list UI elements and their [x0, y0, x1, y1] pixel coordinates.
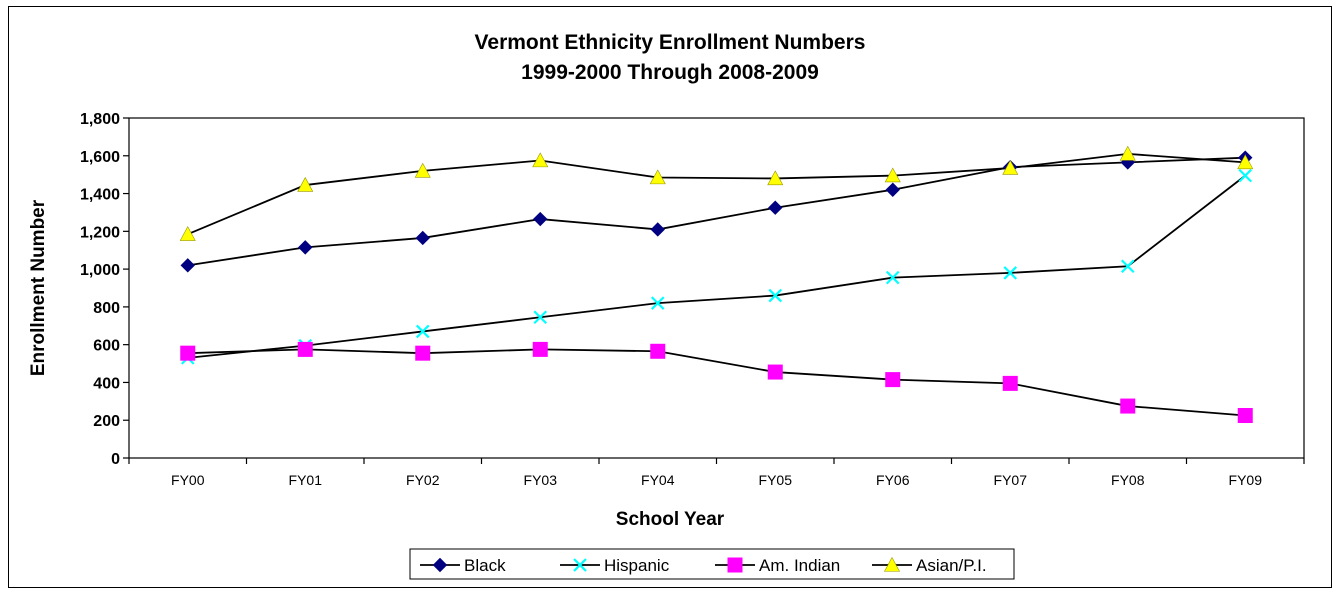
chart-frame: [8, 6, 1332, 588]
data-point-am-indian: [1002, 375, 1018, 391]
data-point-asian-p-i: [1002, 159, 1019, 175]
data-point-hispanic: [533, 310, 548, 325]
data-point-asian-p-i: [532, 152, 549, 168]
y-tick-label: 0: [111, 451, 120, 468]
data-point-asian-p-i: [1119, 145, 1136, 161]
data-point-asian-p-i: [179, 226, 196, 241]
y-tick-label: 1,800: [80, 111, 120, 128]
data-point-am-indian: [767, 364, 783, 380]
data-point-asian-p-i: [884, 167, 901, 183]
x-tick-label: FY07: [994, 472, 1028, 488]
legend-marker-hispanic: [573, 558, 587, 572]
data-point-black: [533, 211, 548, 227]
data-point-black: [885, 182, 900, 197]
x-tick-label: FY03: [524, 472, 558, 488]
x-tick-label: FY09: [1229, 472, 1263, 488]
data-point-am-indian: [415, 345, 431, 361]
data-point-asian-p-i: [297, 176, 314, 192]
data-point-am-indian: [1237, 408, 1253, 423]
x-tick-label: FY00: [171, 472, 205, 488]
y-tick-label: 1,200: [80, 224, 120, 241]
x-tick-label: FY05: [759, 472, 793, 488]
y-tick-label: 800: [93, 300, 120, 317]
data-point-am-indian: [532, 341, 548, 357]
data-point-black: [298, 240, 313, 255]
legend-label-am-indian: Am. Indian: [759, 556, 840, 575]
data-point-hispanic: [1120, 259, 1135, 274]
y-tick-label: 200: [93, 413, 120, 430]
legend-label-asian-p-i: Asian/P.I.: [916, 556, 987, 575]
data-point-hispanic: [1003, 266, 1018, 280]
data-point-hispanic: [768, 288, 783, 303]
data-point-am-indian: [1120, 398, 1136, 414]
data-point-black: [650, 222, 665, 237]
data-point-hispanic: [1238, 168, 1253, 183]
data-point-asian-p-i: [649, 169, 666, 185]
legend-label-black: Black: [464, 556, 506, 575]
x-axis-title: School Year: [616, 509, 725, 530]
x-tick-label: FY02: [406, 472, 440, 488]
legend-marker-am-indian: [727, 557, 743, 573]
y-tick-label: 600: [93, 338, 120, 355]
data-point-hispanic: [885, 270, 900, 285]
y-axis-title: Enrollment Number: [28, 199, 49, 376]
y-tick-label: 1,400: [80, 187, 120, 204]
data-point-asian-p-i: [1237, 154, 1254, 170]
data-point-am-indian: [650, 343, 666, 359]
series-line-am-indian: [187, 348, 1246, 417]
x-tick-label: FY06: [876, 472, 910, 488]
legend-marker-asian-p-i: [883, 556, 901, 572]
data-point-asian-p-i: [767, 170, 784, 186]
data-point-black: [415, 230, 430, 246]
chart-title: Vermont Ethnicity Enrollment Numbers: [475, 31, 866, 54]
data-point-hispanic: [650, 296, 665, 310]
y-tick-label: 1,000: [80, 262, 120, 279]
data-point-black: [180, 258, 195, 273]
data-point-black: [768, 200, 783, 215]
data-point-am-indian: [180, 345, 196, 361]
x-tick-label: FY01: [289, 472, 323, 488]
data-point-am-indian: [297, 341, 313, 357]
y-tick-label: 1,600: [80, 149, 120, 166]
legend-box: [409, 548, 1015, 580]
data-point-hispanic: [415, 324, 430, 339]
x-tick-label: FY08: [1111, 472, 1145, 488]
legend-label-hispanic: Hispanic: [604, 556, 670, 575]
data-point-am-indian: [885, 372, 901, 388]
series-line-black: [187, 156, 1246, 267]
legend-marker-black: [432, 557, 448, 573]
chart-subtitle: 1999-2000 Through 2008-2009: [521, 61, 819, 84]
data-point-asian-p-i: [414, 162, 431, 178]
series-line-hispanic: [187, 174, 1246, 359]
series-line-asian-p-i: [187, 152, 1246, 235]
y-tick-label: 400: [93, 375, 120, 392]
x-tick-label: FY04: [641, 472, 675, 488]
